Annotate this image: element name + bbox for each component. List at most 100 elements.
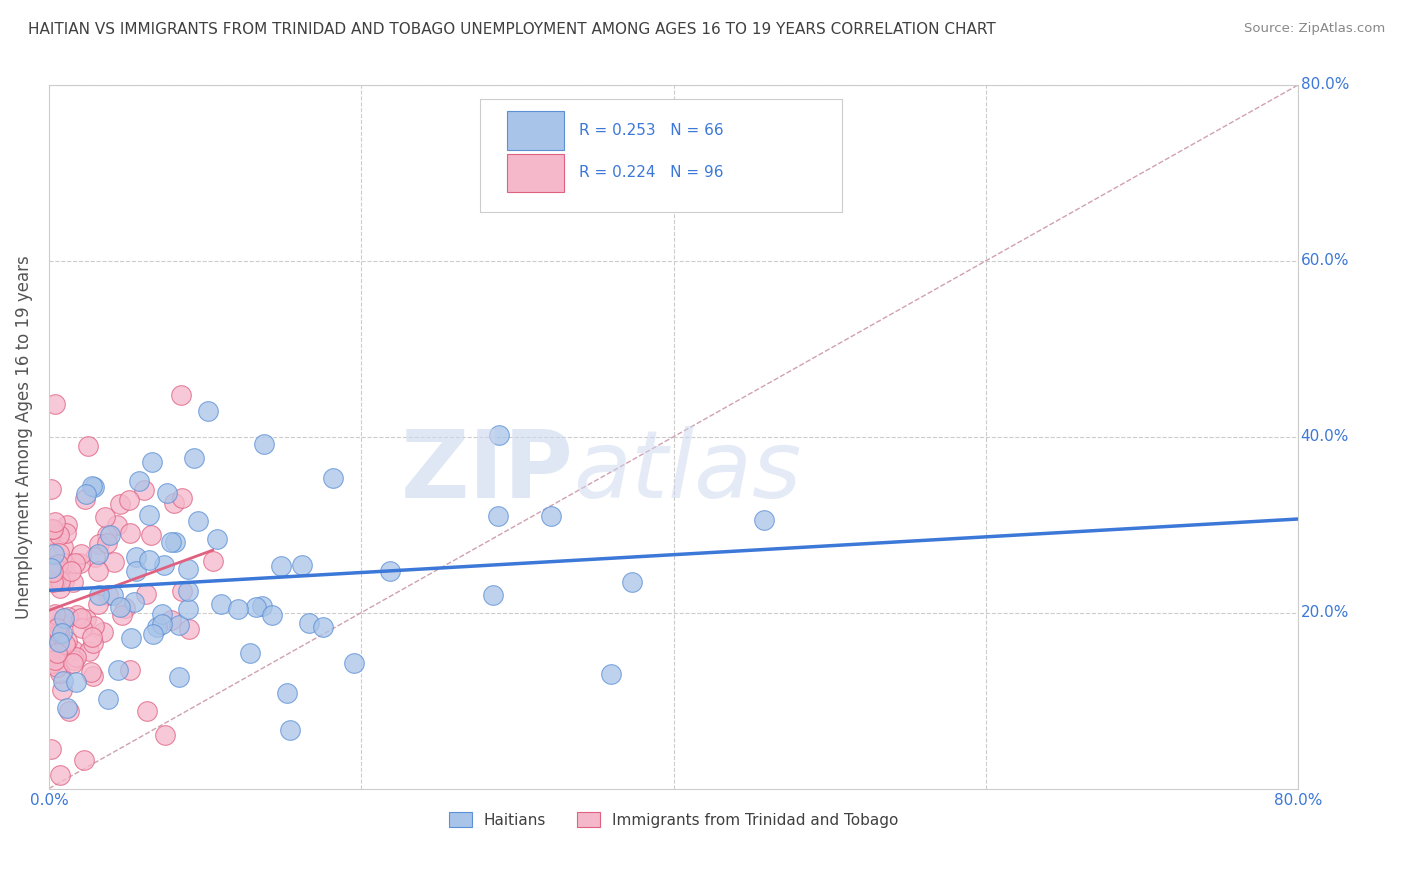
Immigrants from Trinidad and Tobago (41, 612, 63, 626)
Text: ZIP: ZIP (401, 425, 574, 518)
Immigrants from Trinidad and Tobago (82, 630, 104, 644)
Immigrants from Trinidad and Tobago (170, 388, 193, 402)
Haitians (226, 602, 249, 616)
Haitians (80, 478, 103, 492)
Immigrants from Trinidad and Tobago (48, 528, 70, 542)
Immigrants from Trinidad and Tobago (118, 492, 141, 507)
Haitians (146, 619, 169, 633)
Immigrants from Trinidad and Tobago (46, 659, 69, 673)
Immigrants from Trinidad and Tobago (48, 545, 70, 559)
Immigrants from Trinidad and Tobago (48, 626, 70, 640)
Text: atlas: atlas (574, 426, 801, 517)
Immigrants from Trinidad and Tobago (91, 625, 114, 640)
Immigrants from Trinidad and Tobago (120, 663, 142, 677)
Immigrants from Trinidad and Tobago (39, 648, 62, 663)
Immigrants from Trinidad and Tobago (135, 587, 157, 601)
Haitians (378, 564, 401, 578)
Haitians (298, 615, 321, 630)
Immigrants from Trinidad and Tobago (44, 607, 66, 622)
Haitians (177, 584, 200, 599)
Immigrants from Trinidad and Tobago (55, 634, 77, 648)
Immigrants from Trinidad and Tobago (46, 557, 69, 571)
Immigrants from Trinidad and Tobago (49, 581, 72, 595)
Haitians (291, 558, 314, 572)
Haitians (159, 535, 181, 549)
Haitians (42, 547, 65, 561)
Haitians (108, 600, 131, 615)
Haitians (83, 480, 105, 494)
Text: 60.0%: 60.0% (1301, 253, 1350, 268)
Text: R = 0.224   N = 96: R = 0.224 N = 96 (579, 165, 723, 180)
Haitians (245, 600, 267, 615)
Immigrants from Trinidad and Tobago (65, 556, 87, 570)
Haitians (56, 700, 79, 714)
Haitians (209, 597, 232, 611)
Immigrants from Trinidad and Tobago (159, 613, 181, 627)
Haitians (169, 617, 191, 632)
Haitians (125, 549, 148, 564)
Haitians (87, 547, 110, 561)
Haitians (141, 455, 163, 469)
Text: 80.0%: 80.0% (1301, 78, 1348, 93)
Immigrants from Trinidad and Tobago (62, 642, 84, 657)
Haitians (167, 670, 190, 684)
Immigrants from Trinidad and Tobago (172, 583, 194, 598)
Immigrants from Trinidad and Tobago (41, 565, 63, 579)
Immigrants from Trinidad and Tobago (114, 600, 136, 615)
Haitians (128, 475, 150, 489)
Immigrants from Trinidad and Tobago (73, 753, 96, 767)
Immigrants from Trinidad and Tobago (170, 491, 193, 505)
Haitians (138, 553, 160, 567)
Immigrants from Trinidad and Tobago (42, 574, 65, 589)
Haitians (183, 450, 205, 465)
Haitians (150, 616, 173, 631)
Immigrants from Trinidad and Tobago (39, 527, 62, 541)
Immigrants from Trinidad and Tobago (41, 522, 63, 536)
Immigrants from Trinidad and Tobago (55, 566, 77, 581)
Immigrants from Trinidad and Tobago (96, 536, 118, 550)
Immigrants from Trinidad and Tobago (76, 439, 98, 453)
Immigrants from Trinidad and Tobago (51, 683, 73, 698)
Immigrants from Trinidad and Tobago (77, 644, 100, 658)
Immigrants from Trinidad and Tobago (79, 665, 101, 679)
Immigrants from Trinidad and Tobago (39, 483, 62, 497)
Immigrants from Trinidad and Tobago (62, 574, 84, 589)
Immigrants from Trinidad and Tobago (39, 741, 62, 756)
Immigrants from Trinidad and Tobago (58, 704, 80, 718)
Haitians (150, 607, 173, 621)
Immigrants from Trinidad and Tobago (69, 556, 91, 570)
Immigrants from Trinidad and Tobago (48, 665, 70, 680)
Immigrants from Trinidad and Tobago (103, 555, 125, 569)
Immigrants from Trinidad and Tobago (118, 525, 141, 540)
Haitians (177, 601, 200, 615)
FancyBboxPatch shape (508, 112, 564, 150)
Haitians (187, 514, 209, 528)
Haitians (107, 663, 129, 677)
Haitians (197, 404, 219, 418)
Immigrants from Trinidad and Tobago (41, 626, 63, 640)
Immigrants from Trinidad and Tobago (111, 607, 134, 622)
Immigrants from Trinidad and Tobago (41, 656, 63, 670)
Immigrants from Trinidad and Tobago (44, 515, 66, 529)
Haitians (153, 558, 176, 573)
Text: 20.0%: 20.0% (1301, 605, 1348, 620)
Immigrants from Trinidad and Tobago (134, 483, 156, 497)
Haitians (250, 599, 273, 614)
Immigrants from Trinidad and Tobago (75, 612, 97, 626)
Immigrants from Trinidad and Tobago (201, 554, 224, 568)
Haitians (65, 675, 87, 690)
Immigrants from Trinidad and Tobago (94, 509, 117, 524)
Immigrants from Trinidad and Tobago (155, 728, 177, 742)
Immigrants from Trinidad and Tobago (52, 540, 75, 554)
Immigrants from Trinidad and Tobago (49, 617, 72, 632)
Immigrants from Trinidad and Tobago (63, 653, 86, 667)
Immigrants from Trinidad and Tobago (62, 657, 84, 671)
Immigrants from Trinidad and Tobago (70, 620, 93, 634)
Immigrants from Trinidad and Tobago (69, 547, 91, 561)
Haitians (276, 686, 298, 700)
Haitians (124, 564, 146, 578)
Haitians (101, 588, 124, 602)
Haitians (52, 611, 75, 625)
Immigrants from Trinidad and Tobago (56, 518, 79, 533)
Haitians (142, 627, 165, 641)
